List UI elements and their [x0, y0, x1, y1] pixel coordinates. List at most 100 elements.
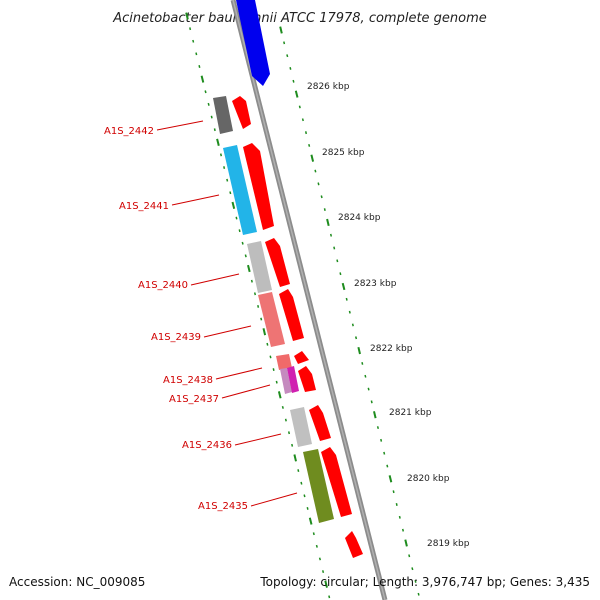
minor-tick	[238, 229, 241, 233]
forward-cds-arrow	[309, 405, 331, 441]
forward-cds-arrow	[279, 289, 304, 341]
minor-tick	[401, 528, 405, 532]
forward-cds-arrow	[265, 238, 290, 287]
minor-tick	[408, 554, 411, 558]
gene-label: A1S_2442	[104, 126, 154, 137]
kbp-label: 2824 kbp	[338, 213, 381, 223]
kbp-label: 2819 kbp	[427, 539, 470, 549]
major-tick	[279, 26, 283, 34]
minor-tick	[195, 52, 198, 56]
minor-tick	[283, 41, 286, 45]
minor-tick	[376, 426, 380, 430]
major-tick	[262, 328, 267, 336]
major-tick	[310, 154, 315, 162]
forward-cds-arrow	[243, 143, 274, 230]
major-tick	[277, 391, 282, 399]
minor-tick	[318, 557, 322, 561]
minor-tick	[304, 131, 308, 135]
kbp-label: 2826 kbp	[307, 82, 350, 92]
minor-tick	[301, 118, 304, 122]
kbp-labels: 2826 kbp 2825 kbp 2824 kbp 2823 kbp 2822…	[307, 82, 470, 549]
minor-tick	[317, 182, 320, 186]
minor-tick	[303, 494, 306, 498]
minor-tick	[223, 166, 226, 169]
blue-feature	[236, 0, 270, 86]
minor-tick	[219, 153, 223, 157]
minor-tick	[383, 451, 386, 455]
gene-block-a1s-2437	[287, 366, 299, 393]
minor-tick	[207, 102, 210, 106]
minor-tick	[414, 580, 417, 583]
minor-tick	[315, 544, 318, 548]
kbp-label: 2820 kbp	[407, 474, 450, 484]
major-tick	[231, 201, 236, 210]
forward-cds-arrow	[345, 531, 363, 558]
minor-tick	[392, 490, 395, 494]
minor-tick	[320, 195, 323, 199]
minor-tick	[395, 503, 398, 506]
minor-tick	[306, 507, 309, 510]
major-tick	[294, 90, 299, 98]
minor-tick	[333, 246, 336, 250]
minor-tick	[226, 178, 229, 182]
accession-text: Accession: NC_009085	[9, 575, 146, 589]
major-tick	[388, 475, 393, 483]
gene-label: A1S_2437	[169, 394, 219, 405]
forward-cds-arrow	[232, 96, 251, 129]
major-tick	[404, 539, 408, 547]
gene-block-a1s-2442	[213, 96, 233, 134]
minor-tick	[367, 387, 370, 391]
forward-cds-arrow	[321, 447, 352, 517]
minor-tick	[213, 128, 216, 132]
minor-tick	[235, 216, 238, 220]
minor-tick	[328, 595, 331, 599]
minor-tick	[292, 79, 295, 83]
minor-tick	[287, 431, 291, 435]
minor-tick	[250, 279, 253, 283]
gene-label: A1S_2439	[151, 332, 201, 343]
major-tick	[324, 580, 328, 588]
gene-block-a1s-2436	[290, 407, 312, 447]
minor-tick	[380, 438, 383, 442]
major-tick	[326, 218, 330, 227]
minor-tick	[241, 241, 244, 245]
minor-tick	[354, 336, 358, 340]
major-tick	[357, 346, 361, 355]
minor-tick	[312, 532, 315, 536]
kbp-label: 2821 kbp	[389, 408, 432, 418]
forward-cds-arrow	[298, 366, 316, 392]
minor-tick	[284, 418, 287, 422]
minor-tick	[323, 208, 326, 211]
minor-tick	[336, 259, 339, 263]
gene-label: A1S_2438	[163, 375, 213, 386]
minor-tick	[386, 464, 389, 468]
minor-tick	[411, 567, 414, 571]
minor-tick	[308, 143, 311, 147]
gene-label: A1S_2436	[182, 440, 232, 451]
minor-tick	[253, 292, 257, 296]
minor-tick	[198, 65, 201, 68]
gene-block-a1s-2441	[223, 145, 257, 235]
kbp-label: 2825 kbp	[322, 148, 365, 158]
minor-tick	[260, 317, 263, 321]
major-tick	[341, 282, 346, 291]
gene-label: A1S_2441	[119, 201, 169, 212]
minor-tick	[370, 400, 373, 404]
minor-tick	[348, 310, 351, 314]
minor-tick	[345, 297, 348, 301]
gene-block-a1s-2438	[276, 354, 292, 370]
minor-tick	[351, 323, 354, 327]
map-title: Acinetobacter baumannii ATCC 17978, comp…	[112, 11, 487, 26]
gene-labels: A1S_2442 A1S_2441 A1S_2440 A1S_2439 A1S_…	[104, 120, 298, 512]
minor-tick	[361, 362, 364, 365]
major-tick	[216, 138, 220, 146]
major-tick	[200, 75, 205, 83]
gene-block-a1s-2437-part	[280, 368, 292, 394]
genome-backbone-highlight	[232, 0, 386, 600]
minor-tick	[339, 272, 342, 276]
kbp-label: 2823 kbp	[354, 279, 397, 289]
minor-tick	[204, 90, 207, 94]
minor-tick	[275, 380, 278, 384]
topology-text: Topology: circular; Length: 3,976,747 bp…	[260, 575, 590, 589]
